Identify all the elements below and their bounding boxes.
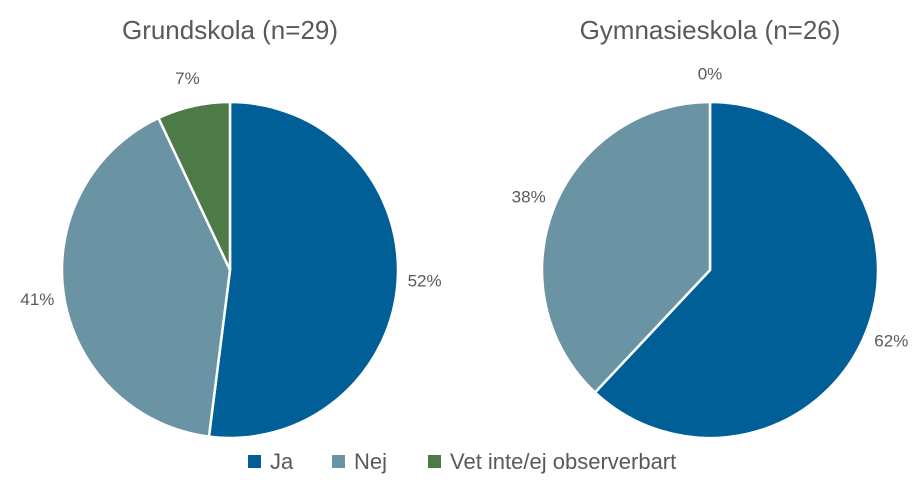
pie-slice (207, 100, 400, 440)
pie-slice (540, 100, 712, 395)
legend-label: Vet inte/ej observerbart (450, 449, 676, 474)
data-label: 7% (175, 69, 200, 88)
pie-slice (593, 100, 880, 440)
legend-swatch (248, 455, 261, 468)
legend-label: Ja (270, 449, 294, 474)
data-label: 62% (874, 331, 908, 350)
chart-title: Gymnasieskola (n=26) (580, 15, 841, 45)
data-label: 41% (20, 290, 54, 309)
data-label: 38% (512, 188, 546, 207)
pie-slice (60, 116, 232, 439)
legend-swatch (332, 455, 345, 468)
pie-slice (156, 100, 232, 271)
data-label: 0% (698, 64, 723, 83)
legend-swatch (428, 455, 441, 468)
data-label: 52% (408, 272, 442, 291)
legend-label: Nej (354, 449, 387, 474)
chart-title: Grundskola (n=29) (122, 15, 338, 45)
